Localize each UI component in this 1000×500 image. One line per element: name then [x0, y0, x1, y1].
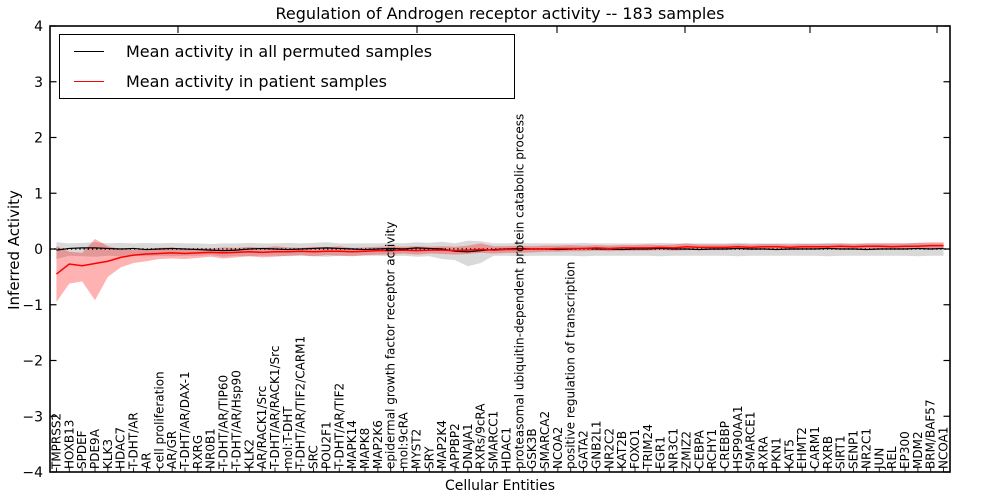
legend-entry-patient: Mean activity in patient samples — [60, 67, 514, 96]
x-tick-label: HSP90AA1 — [731, 405, 745, 469]
x-tick-label: SRC — [307, 445, 321, 469]
x-tick-label: mol:9cRA — [397, 412, 411, 469]
patient-line-swatch — [74, 81, 104, 83]
x-tick-label: SIRT1 — [834, 435, 848, 469]
x-tick-label: TRIM24 — [641, 424, 655, 470]
x-tick-label: T-DHT/AR/TIP60 — [217, 375, 231, 470]
x-tick-label: KAT2B — [615, 431, 629, 469]
y-tick-label: 1 — [34, 186, 43, 202]
x-tick-label: SENP1 — [847, 430, 861, 469]
y-tick-label: −3 — [22, 409, 43, 425]
x-tick-label: NCOA2 — [551, 427, 565, 469]
permuted-line-swatch — [74, 50, 104, 52]
x-tick-label: NR2C2 — [602, 428, 616, 469]
legend: Mean activity in all permuted samples Me… — [59, 34, 515, 99]
y-tick-label: 0 — [34, 242, 43, 258]
x-tick-label: T-DHT/AR/TIF2/CARM1 — [294, 336, 308, 470]
x-tick-label: SRY — [422, 446, 436, 469]
legend-entry-permuted: Mean activity in all permuted samples — [60, 37, 514, 66]
x-tick-label: GATA2 — [577, 430, 591, 469]
x-tick-label: GSK3B — [525, 428, 539, 469]
x-axis-label: Cellular Entities — [444, 478, 556, 494]
x-tick-label: MAP2K4 — [435, 420, 449, 469]
x-tick-label: HDAC1 — [499, 427, 513, 469]
x-tick-label: ZMIZ2 — [679, 431, 693, 469]
x-tick-label: HOXB13 — [62, 420, 76, 469]
x-tick-label: SPDEF — [75, 430, 89, 469]
x-tick-label: CEBPA — [692, 429, 706, 469]
x-tick-label: MAPK14 — [345, 420, 359, 469]
patient-mean-line — [55, 244, 944, 275]
x-tick-label: epidermal growth factor receptor activit… — [384, 222, 398, 469]
patient-confidence-band — [56, 238, 944, 302]
chart-title: Regulation of Androgen receptor activity… — [275, 4, 725, 23]
legend-label-patient: Mean activity in patient samples — [126, 72, 387, 92]
x-tick-label: T-DHT/AR/DAX-1 — [178, 371, 192, 470]
x-tick-label: BRM/BAF57 — [924, 399, 938, 469]
x-tick-label: CARM1 — [808, 426, 822, 469]
x-tick-label: TMPRSS2 — [49, 413, 63, 470]
x-tick-label: RXRB — [821, 436, 835, 469]
x-tick-label: GNB2L1 — [589, 421, 603, 469]
x-tick-label: NR0B1 — [204, 428, 218, 469]
x-tick-label: MAP2K6 — [371, 420, 385, 469]
y-tick-label: 3 — [34, 75, 43, 91]
x-tick-label: EP300 — [898, 431, 912, 469]
x-tick-label: MAPK8 — [358, 428, 372, 469]
x-tick-label: positive regulation of transcription — [564, 262, 578, 469]
x-tick-label: T-DHT/AR — [127, 412, 141, 470]
x-tick-label: cell proliferation — [152, 371, 166, 469]
x-tick-label: JUN — [872, 448, 886, 470]
x-tick-label: mol:T-DHT — [281, 406, 295, 469]
x-tick-label: CREBBP — [718, 421, 732, 469]
y-tick-label: −4 — [22, 465, 43, 481]
y-tick-label: −1 — [22, 298, 43, 314]
x-tick-label: SMARCE1 — [744, 411, 758, 469]
x-tick-label: SMARCC1 — [487, 411, 501, 469]
x-tick-label: proteasomal ubiquitin-dependent protein … — [512, 114, 526, 469]
y-axis-label: Inferred Activity — [5, 190, 23, 310]
x-tick-label: KLK2 — [242, 439, 256, 469]
x-tick-label: T-DHT/AR/RACK1/Src — [268, 346, 282, 470]
x-tick-label: NR2C1 — [859, 428, 873, 469]
x-tick-label: EHMT2 — [795, 427, 809, 469]
x-tick-label: NCOA1 — [937, 427, 951, 469]
x-tick-label: PDE9A — [88, 428, 102, 469]
x-tick-label: FOXO1 — [628, 429, 642, 469]
x-tick-label: T-DHT/AR/TIF2 — [332, 383, 346, 470]
x-tick-label: AR/GR — [165, 431, 179, 469]
x-tick-label: AR/RACK1/Src — [255, 386, 269, 469]
x-tick-label: DNAJA1 — [461, 423, 475, 469]
x-tick-label: MDM2 — [911, 431, 925, 469]
x-tick-label: RXRs/9cRA — [474, 403, 488, 469]
x-tick-label: PKN1 — [769, 437, 783, 469]
x-tick-label: POU2F1 — [319, 421, 333, 469]
x-tick-label: APPBP2 — [448, 423, 462, 469]
x-tick-label: NR3C1 — [667, 428, 681, 469]
x-tick-label: RXRG — [191, 435, 205, 469]
x-tick-label: RCHY1 — [705, 429, 719, 469]
x-tick-label: EGR1 — [654, 436, 668, 469]
legend-label-permuted: Mean activity in all permuted samples — [126, 41, 433, 61]
x-tick-label: KAT5 — [782, 439, 796, 469]
x-tick-label: SMARCA2 — [538, 411, 552, 469]
x-tick-label: HDAC7 — [114, 427, 128, 469]
x-tick-label: MYST2 — [409, 429, 423, 469]
x-tick-label: REL — [885, 446, 899, 469]
x-tick-label: AR — [139, 452, 153, 469]
x-tick-label: T-DHT/AR/Hsp90 — [229, 370, 243, 470]
y-tick-label: 2 — [34, 131, 43, 147]
x-tick-label: KLK3 — [101, 439, 115, 469]
x-tick-label: RXRA — [757, 436, 771, 469]
y-tick-label: 4 — [34, 19, 43, 35]
y-tick-label: −2 — [22, 354, 43, 370]
